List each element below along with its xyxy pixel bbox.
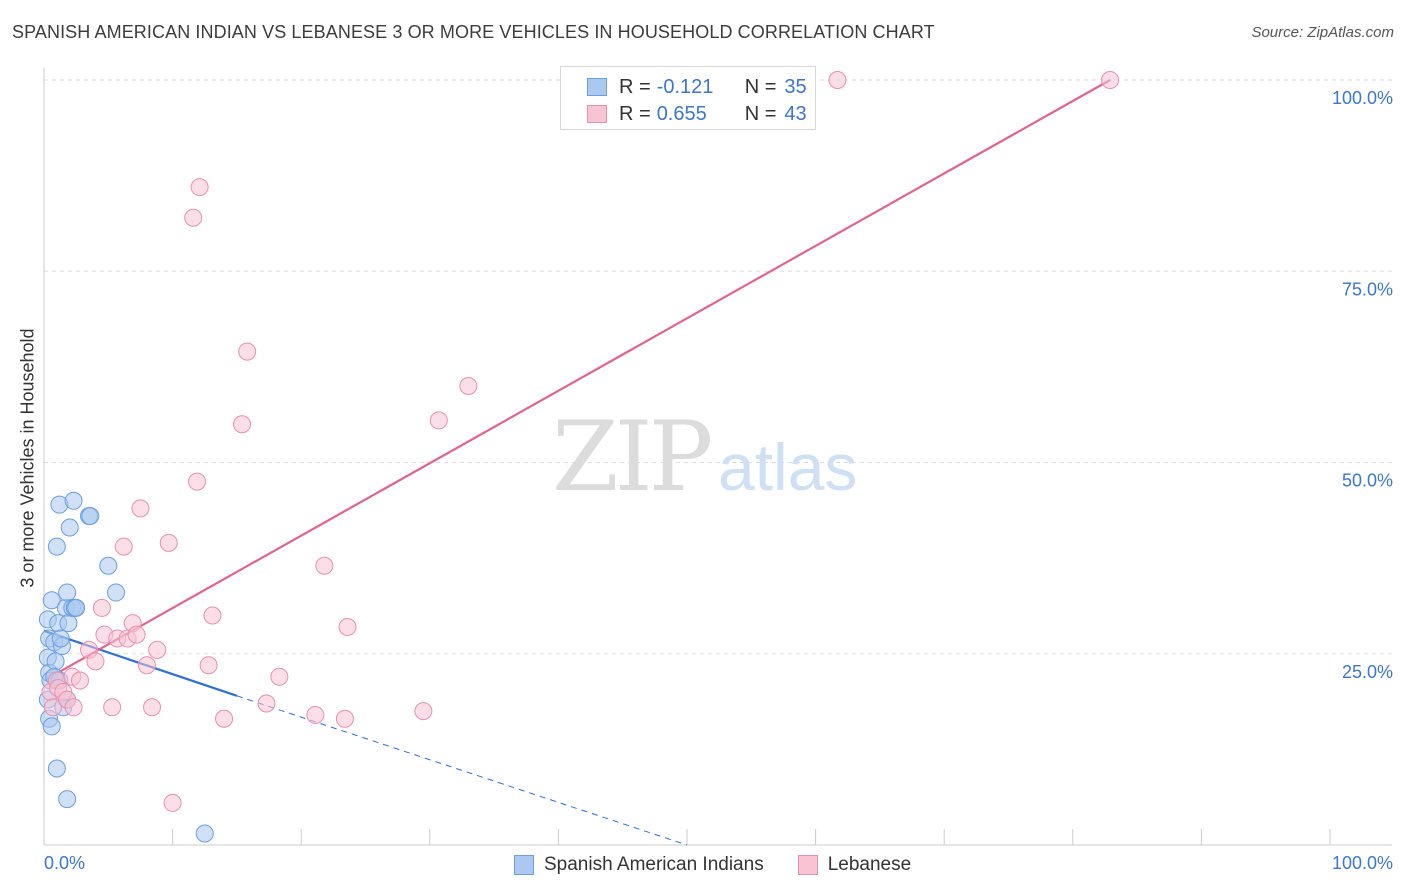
point-lebanese bbox=[103, 698, 122, 717]
point-spanish bbox=[195, 824, 214, 843]
point-spanish bbox=[46, 652, 65, 671]
data-points bbox=[38, 71, 1120, 843]
point-lebanese bbox=[233, 415, 252, 434]
trend-line-lebanese bbox=[43, 79, 1111, 682]
point-spanish bbox=[47, 537, 66, 556]
point-lebanese bbox=[190, 178, 209, 197]
tick-labels: 25.0% 50.0% 75.0% 100.0% 0.0% 100.0% bbox=[44, 88, 1393, 873]
point-spanish bbox=[42, 591, 61, 610]
point-lebanese bbox=[414, 702, 433, 721]
point-spanish bbox=[64, 491, 83, 510]
watermark-zip: ZIP bbox=[552, 401, 711, 513]
point-spanish bbox=[47, 759, 66, 778]
point-lebanese bbox=[92, 598, 111, 617]
point-spanish bbox=[81, 507, 100, 526]
trend-line-spanish-extrapolated bbox=[236, 695, 688, 846]
point-lebanese bbox=[270, 667, 289, 686]
legend-n-value: 35 bbox=[784, 75, 807, 98]
point-lebanese bbox=[143, 698, 162, 717]
y-tick-label: 25.0% bbox=[1342, 662, 1393, 682]
legend-label-lebanese: Lebanese bbox=[827, 854, 912, 875]
chart-source: Source: ZipAtlas.com bbox=[1251, 24, 1394, 41]
legend-n-label: N = bbox=[744, 75, 777, 98]
point-lebanese bbox=[338, 617, 357, 636]
point-lebanese bbox=[148, 640, 167, 659]
correlation-legend: R = -0.121 N = 35 R = 0.655 N = 43 bbox=[560, 66, 816, 130]
point-lebanese bbox=[71, 671, 90, 690]
point-spanish bbox=[60, 518, 79, 537]
point-lebanese bbox=[44, 698, 63, 717]
point-lebanese bbox=[64, 698, 83, 717]
point-spanish bbox=[99, 556, 118, 575]
point-spanish bbox=[59, 614, 78, 633]
legend-r-label: R = bbox=[619, 75, 651, 98]
point-lebanese bbox=[215, 709, 234, 728]
point-lebanese bbox=[184, 208, 203, 227]
point-lebanese bbox=[1101, 71, 1120, 89]
y-tick-label: 100.0% bbox=[1332, 88, 1393, 108]
legend-row-spanish: R = -0.121 N = 35 bbox=[587, 75, 807, 99]
x-tick-label: 0.0% bbox=[44, 853, 85, 873]
chart-title: SPANISH AMERICAN INDIAN VS LEBANESE 3 OR… bbox=[12, 22, 935, 42]
point-lebanese bbox=[335, 709, 354, 728]
point-lebanese bbox=[306, 705, 325, 724]
legend-swatch-spanish bbox=[514, 855, 534, 875]
legend-row-lebanese: R = 0.655 N = 43 bbox=[587, 102, 807, 126]
point-lebanese bbox=[459, 377, 478, 395]
legend-r-value: -0.121 bbox=[656, 75, 714, 98]
point-lebanese bbox=[163, 793, 182, 812]
watermark: ZIP atlas bbox=[552, 401, 857, 513]
point-lebanese bbox=[238, 342, 257, 361]
legend-swatch-lebanese bbox=[797, 855, 818, 875]
x-tick-label: 100.0% bbox=[1332, 853, 1393, 873]
point-lebanese bbox=[315, 556, 334, 575]
point-lebanese bbox=[114, 537, 133, 556]
point-lebanese bbox=[127, 625, 146, 644]
y-tick-label: 75.0% bbox=[1342, 279, 1393, 299]
point-lebanese bbox=[188, 472, 207, 491]
point-lebanese bbox=[203, 606, 222, 625]
point-spanish bbox=[67, 598, 86, 617]
point-lebanese bbox=[131, 499, 150, 518]
legend-n-label: N = bbox=[744, 102, 777, 125]
y-axis-label: 3 or more Vehicles in Household bbox=[17, 328, 38, 588]
legend-r-value: 0.655 bbox=[656, 102, 707, 125]
point-lebanese bbox=[159, 533, 178, 552]
series-legend: Spanish American Indians Lebanese bbox=[514, 852, 945, 878]
legend-label-spanish: Spanish American Indians bbox=[544, 854, 764, 875]
gridlines bbox=[44, 79, 1392, 655]
legend-item-spanish[interactable]: Spanish American Indians bbox=[514, 854, 764, 876]
legend-swatch-spanish bbox=[587, 78, 607, 96]
point-spanish bbox=[107, 583, 126, 602]
legend-n-value: 43 bbox=[784, 102, 807, 125]
point-lebanese bbox=[429, 411, 448, 430]
point-lebanese bbox=[137, 656, 156, 675]
watermark-atlas: atlas bbox=[718, 430, 857, 504]
point-lebanese bbox=[257, 694, 276, 713]
point-spanish bbox=[58, 790, 77, 809]
point-spanish bbox=[51, 629, 70, 648]
point-spanish bbox=[58, 583, 77, 602]
y-tick-label: 50.0% bbox=[1342, 471, 1393, 491]
point-lebanese bbox=[199, 656, 218, 675]
legend-swatch-lebanese bbox=[587, 105, 607, 123]
legend-item-lebanese[interactable]: Lebanese bbox=[797, 854, 912, 876]
point-lebanese bbox=[828, 71, 847, 89]
legend-r-label: R = bbox=[619, 102, 651, 125]
point-lebanese bbox=[86, 652, 105, 671]
point-spanish bbox=[42, 717, 61, 736]
